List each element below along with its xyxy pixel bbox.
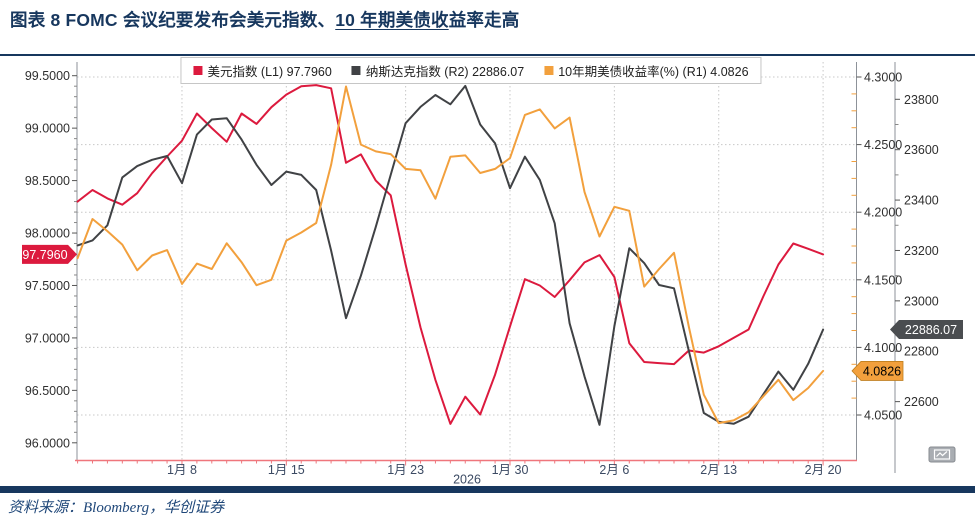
- legend-label: 美元指数 (L1) 97.7960: [207, 65, 332, 79]
- r1-axis-tick-label: 4.1500: [864, 273, 902, 287]
- r2-axis-tick-label: 23400: [904, 194, 939, 208]
- title-tail-text: 益率走高: [448, 10, 520, 30]
- left-axis-tick-label: 98.5000: [25, 174, 70, 188]
- badge-nasdaq-value: 22886.07: [905, 323, 957, 337]
- r2-axis-tick-label: 23600: [904, 143, 939, 157]
- x-axis-date-label: 1月 15: [268, 463, 305, 477]
- legend-label: 纳斯达克指数 (R2) 22886.07: [365, 65, 525, 79]
- r1-axis-tick-label: 4.0500: [864, 409, 902, 423]
- x-axis-date-label: 2月 13: [700, 463, 737, 477]
- badge-10y-yield-value: 4.0826: [863, 364, 901, 378]
- chart-button-icon-line: [936, 451, 948, 457]
- r1-axis-tick-label: 4.1000: [864, 341, 902, 355]
- r1-axis-tick-label: 4.2500: [864, 138, 902, 152]
- title-underlined-text: 10 年期美债收: [335, 10, 449, 30]
- r1-axis-tick-label: 4.3000: [864, 71, 902, 85]
- chart-button[interactable]: [928, 446, 956, 463]
- footer-divider: [0, 486, 975, 493]
- x-axis-date-label: 1月 8: [167, 463, 197, 477]
- x-axis-date-label: 1月 23: [387, 463, 424, 477]
- legend-swatch: [544, 66, 554, 75]
- legend-label: 10年期美债收益率(%) (R1) 4.0826: [558, 65, 749, 79]
- r2-axis-tick-label: 22800: [904, 345, 939, 359]
- legend: 美元指数 (L1) 97.7960 纳斯达克指数 (R2) 22886.07 10年…: [180, 57, 762, 84]
- left-axis-tick-label: 99.0000: [25, 122, 70, 136]
- source-note: 资料来源：Bloomberg，华创证券: [8, 500, 225, 516]
- r2-axis-tick-label: 23200: [904, 244, 939, 258]
- badge-usd-index-value: 97.7960: [22, 248, 67, 262]
- title-divider: [0, 54, 975, 56]
- legend-item-0: 美元指数 (L1) 97.7960: [193, 61, 332, 80]
- left-axis-tick-label: 96.0000: [25, 436, 70, 450]
- x-axis-date-label: 2月 20: [805, 463, 842, 477]
- legend-item-1: 纳斯达克指数 (R2) 22886.07: [351, 61, 525, 80]
- series-line-2: [76, 85, 825, 425]
- left-axis-tick-label: 97.5000: [25, 279, 70, 293]
- series-line-1: [76, 84, 825, 426]
- legend-swatch: [193, 66, 203, 75]
- left-axis-tick-label: 97.0000: [25, 331, 70, 345]
- title-text: 图表 8 FOMC 会议纪要发布会美元指数、: [10, 10, 336, 30]
- badge-nasdaq: [890, 320, 963, 340]
- chart-button-icon: [933, 449, 951, 460]
- r2-axis-tick-label: 22600: [904, 395, 939, 409]
- left-axis-tick-label: 96.5000: [25, 384, 70, 398]
- x-axis-date-label: 2月 6: [599, 463, 629, 477]
- left-axis-tick-label: 98.0000: [25, 227, 70, 241]
- x-axis-year-label: 2026: [453, 473, 481, 487]
- page-title: 图表 8 FOMC 会议纪要发布会美元指数、10 年期美债收益率走高: [10, 7, 520, 32]
- legend-item-2: 10年期美债收益率(%) (R1) 4.0826: [544, 61, 749, 80]
- r2-axis-tick-label: 23800: [904, 93, 939, 107]
- series-line-0: [76, 84, 825, 425]
- badge-usd-index: [22, 244, 77, 264]
- legend-swatch: [351, 66, 361, 75]
- r1-axis-tick-label: 4.2000: [864, 206, 902, 220]
- left-axis-tick-label: 99.5000: [25, 69, 70, 83]
- x-axis-date-label: 1月 30: [492, 463, 529, 477]
- badge-10y-yield: [851, 361, 904, 381]
- r2-axis-tick-label: 23000: [904, 294, 939, 308]
